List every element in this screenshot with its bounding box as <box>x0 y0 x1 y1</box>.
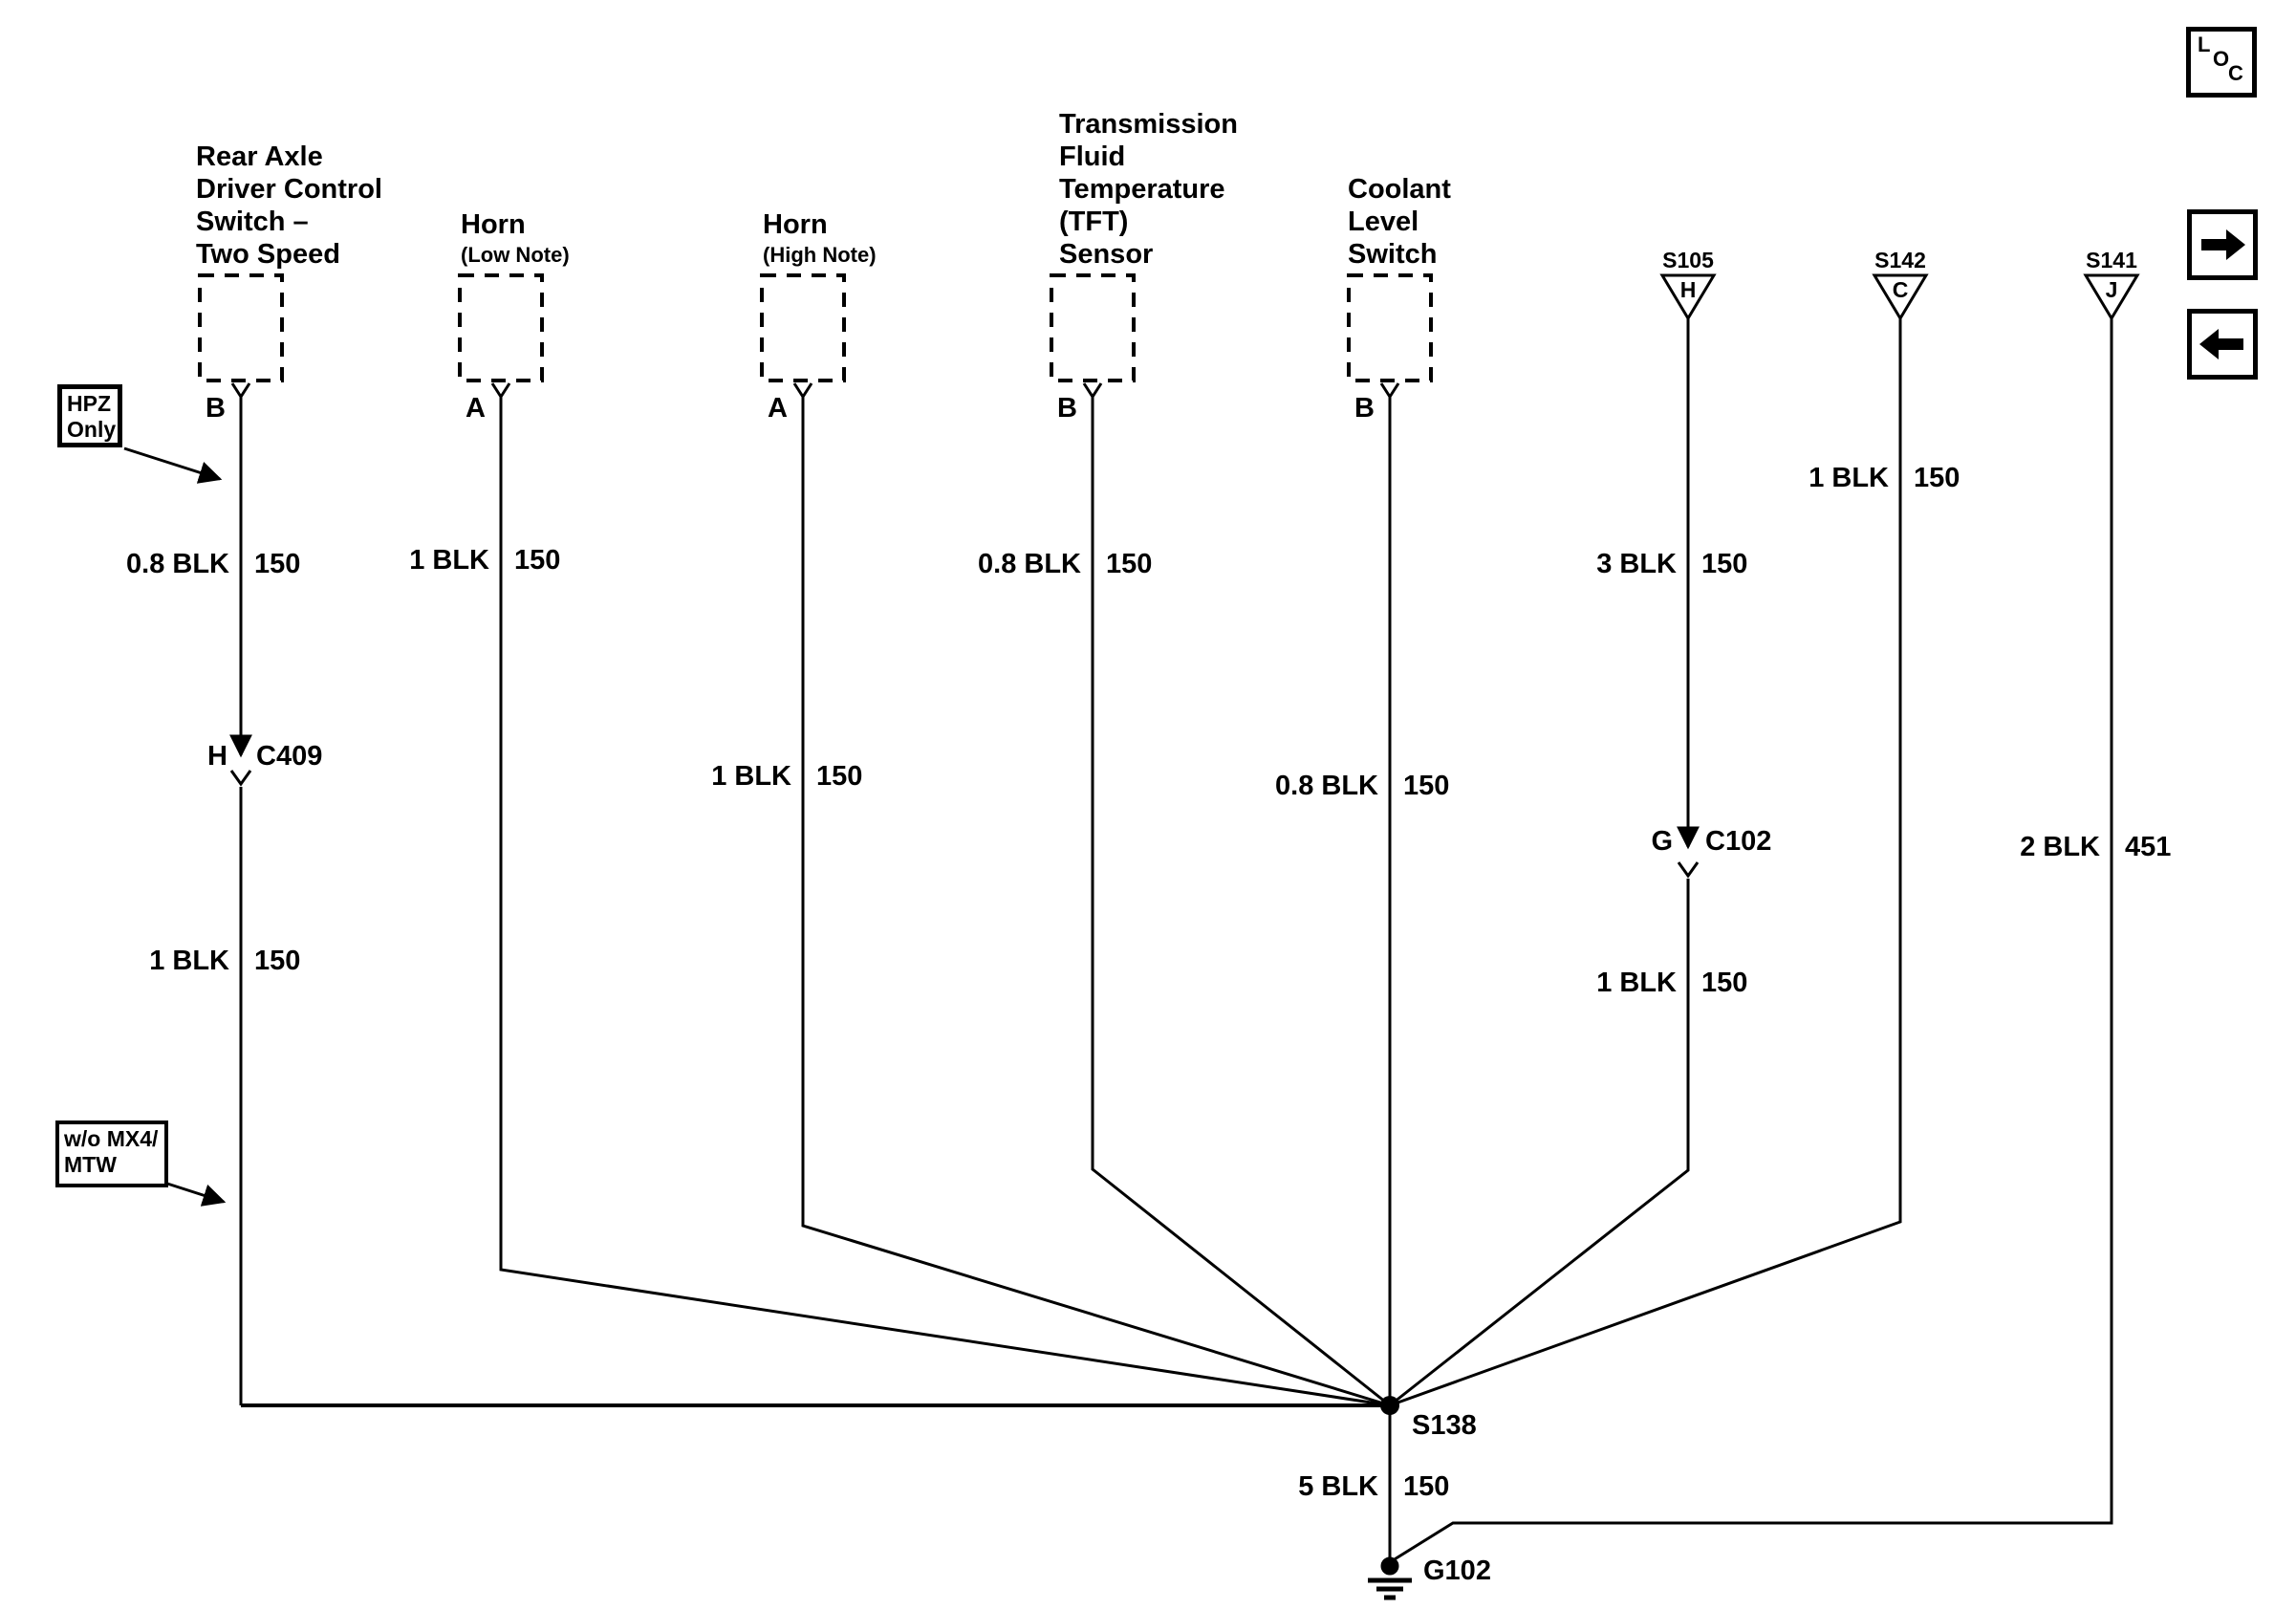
pin-symbol-horn-high <box>792 382 813 398</box>
component-box-rear-axle-switch <box>198 273 284 382</box>
wire-horn-high <box>801 397 1391 1407</box>
loc-legend-icon: L O C <box>2186 27 2257 98</box>
splice-label-s142: S142 <box>1874 248 1926 272</box>
wire-size-label: 0.8 BLK <box>978 549 1081 579</box>
component-box-horn-low <box>458 273 544 382</box>
component-label-coolant-switch: Coolant Level Switch <box>1348 174 1451 270</box>
connector-pin-label-c102: G <box>1651 826 1673 857</box>
component-box-tft-sensor <box>1050 273 1136 382</box>
pin-symbol-horn-low <box>490 382 511 398</box>
component-label-horn-low: Horn <box>461 209 526 240</box>
component-box-coolant-switch <box>1347 273 1433 382</box>
splice-label-s141: S141 <box>2086 248 2137 272</box>
wire-circuit-label: 150 <box>1106 549 1153 579</box>
note-arrow-womx4 <box>166 1182 227 1207</box>
loc-letter-o: O <box>2213 47 2230 71</box>
wire-size-label: 2 BLK <box>2020 832 2100 862</box>
connector-pin-label-c409: H <box>207 741 227 772</box>
loc-letter-c: C <box>2228 61 2243 85</box>
wire-circuit-label: 150 <box>1403 1471 1450 1502</box>
splice-triangle-s105 <box>1659 273 1717 321</box>
wire-s105-lower <box>1389 879 1690 1407</box>
wire-tft <box>1091 397 1391 1407</box>
component-label-horn-high: Horn <box>763 209 828 240</box>
connector-symbol-c409 <box>229 770 252 787</box>
wire-s141 <box>1389 318 2113 1564</box>
wire-circuit-label: 150 <box>1914 463 1960 493</box>
right-arrow-icon <box>2201 229 2245 260</box>
pin-symbol-rear-axle <box>230 382 251 398</box>
wire-size-label: 1 BLK <box>149 946 229 976</box>
note-box-wo-mx4-mtw: w/o MX4/ MTW <box>55 1120 168 1187</box>
ground-label-g102: G102 <box>1423 1556 1491 1586</box>
ground-symbol-g102 <box>1368 1556 1412 1600</box>
wire-s142 <box>1389 318 1902 1407</box>
wire-size-label: 1 BLK <box>1809 463 1889 493</box>
pin-label-tft: B <box>1057 393 1077 424</box>
splice-cavity-s105: H <box>1679 277 1697 302</box>
wire-circuit-label: 150 <box>514 545 561 576</box>
splice-triangle-s142 <box>1872 273 1929 321</box>
wire-circuit-label: 451 <box>2125 832 2172 862</box>
wire-circuit-label: 150 <box>816 761 863 792</box>
component-label-rear-axle-switch: Rear Axle Driver Control Switch – Two Sp… <box>196 141 382 270</box>
left-arrow-icon <box>2199 329 2243 359</box>
wire-horn-low <box>499 397 1391 1407</box>
pin-label-horn-high: A <box>768 393 788 424</box>
connector-symbol-c102 <box>1677 861 1700 879</box>
connector-id-label-c409: C409 <box>256 741 323 772</box>
splice-cavity-s142: C <box>1892 277 1909 302</box>
splice-label-s138: S138 <box>1412 1410 1477 1441</box>
component-sublabel-horn-low: (Low Note) <box>461 243 570 267</box>
loc-letter-l: L <box>2198 33 2211 56</box>
component-sublabel-horn-high: (High Note) <box>763 243 877 267</box>
wire-size-label: 1 BLK <box>711 761 791 792</box>
wire-size-label: 0.8 BLK <box>1275 771 1378 801</box>
wire-circuit-label: 150 <box>1701 549 1748 579</box>
wire-circuit-label: 150 <box>254 946 301 976</box>
wire-size-label: 3 BLK <box>1596 549 1677 579</box>
wire-size-label: 5 BLK <box>1298 1471 1378 1502</box>
previous-page-button[interactable] <box>2187 309 2258 380</box>
pin-label-horn-low: A <box>466 393 486 424</box>
connector-id-label-c102: C102 <box>1705 826 1772 857</box>
note-box-hpz-only: HPZ Only <box>57 384 122 447</box>
wire-circuit-label: 150 <box>1403 771 1450 801</box>
pin-label-coolant: B <box>1354 393 1375 424</box>
splice-label-s105: S105 <box>1662 248 1714 272</box>
splice-dot-s138 <box>1380 1396 1399 1415</box>
component-label-tft-sensor: Transmission Fluid Temperature (TFT) Sen… <box>1059 109 1238 270</box>
note-arrow-hpz <box>123 446 223 484</box>
pin-symbol-tft <box>1082 382 1103 398</box>
wire-circuit-label: 150 <box>254 549 301 579</box>
splice-cavity-s141: J <box>2105 277 2118 302</box>
pin-label-rear-axle: B <box>206 393 226 424</box>
pin-symbol-coolant <box>1379 382 1400 398</box>
wire-size-label: 0.8 BLK <box>126 549 229 579</box>
component-box-horn-high <box>760 273 846 382</box>
wire-size-label: 1 BLK <box>1596 968 1677 998</box>
next-page-button[interactable] <box>2187 209 2258 280</box>
splice-triangle-s141 <box>2083 273 2140 321</box>
wire-circuit-label: 150 <box>1701 968 1748 998</box>
wire-size-label: 1 BLK <box>409 545 489 576</box>
